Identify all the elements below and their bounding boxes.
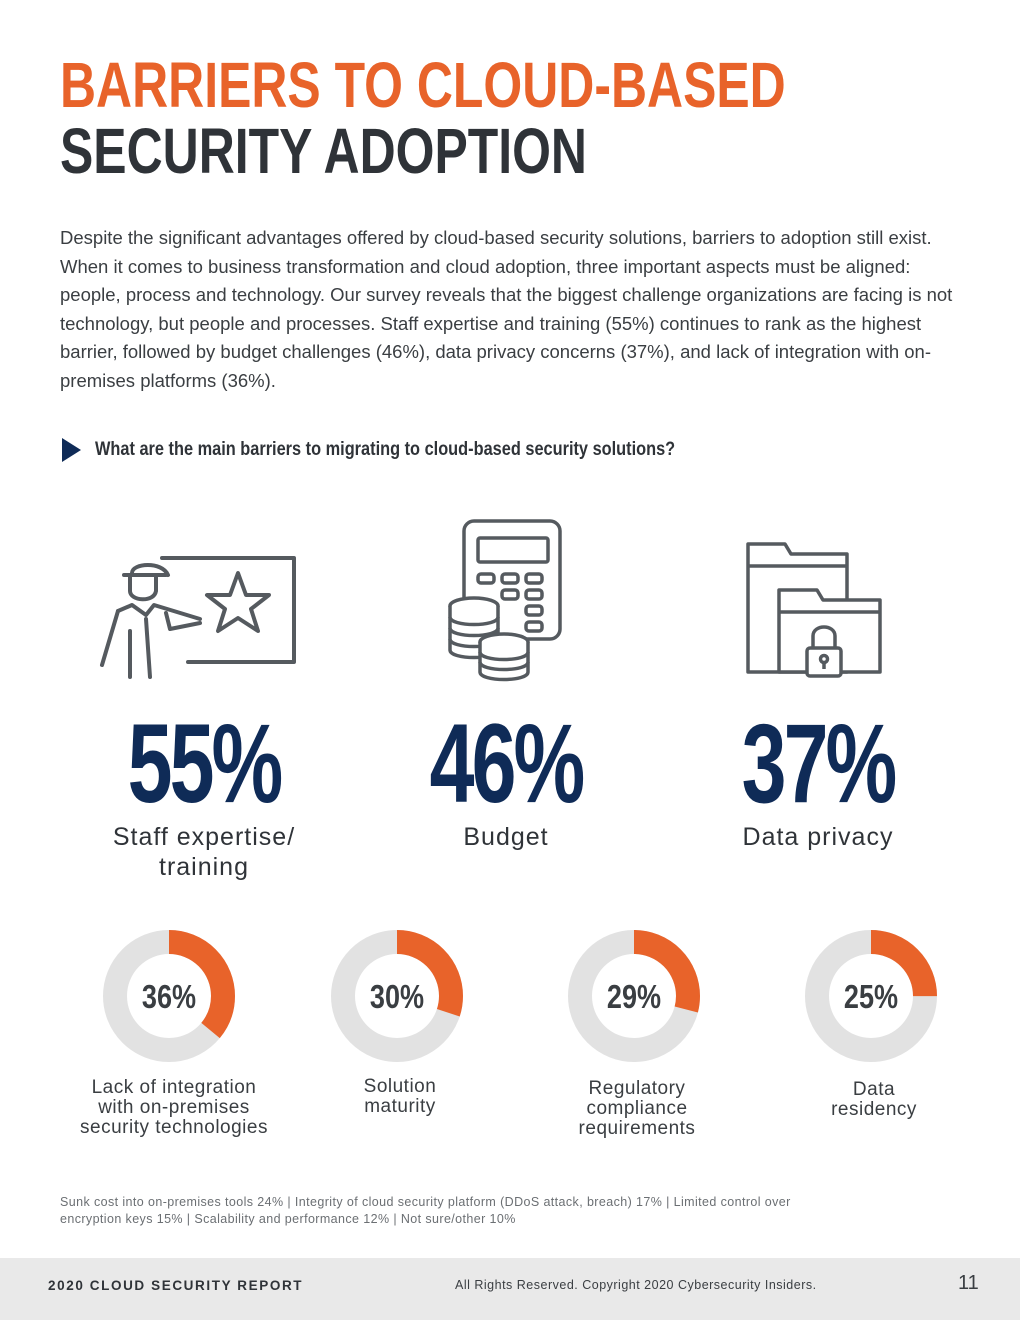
stat-value: 37%: [741, 701, 898, 826]
play-arrow-icon: [62, 438, 81, 462]
donut-value-label: 25%: [844, 980, 898, 1016]
stat-label-line: Staff expertise/: [112, 823, 296, 851]
stat-value: 55%: [127, 701, 284, 826]
page-title: BARRIERS TO CLOUD-BASED SECURITY ADOPTIO…: [60, 52, 990, 184]
page-footer: 2020 CLOUD SECURITY REPORT All Rights Re…: [0, 1258, 1020, 1320]
stat-value: 46%: [429, 701, 586, 826]
donut-value-label: 29%: [607, 980, 661, 1016]
page-number: 11: [958, 1272, 979, 1294]
donut-category-label: Regulatory compliance requirements: [517, 1079, 757, 1139]
donut-value-label: 36%: [142, 980, 196, 1016]
locked-folder-icon: [746, 542, 882, 678]
donut-category-label-line: Data: [852, 1079, 896, 1100]
donut-category-label-line: with on-premises: [98, 1097, 250, 1118]
donut-category-label: Lack of integration with on-premises secur…: [54, 1078, 294, 1138]
stat-label: Budget: [463, 823, 549, 851]
survey-question: What are the main barriers to migrating …: [62, 436, 770, 464]
stat-label: Data privacy: [742, 823, 894, 851]
donut-chart: 29%: [568, 930, 700, 1062]
footnote: Sunk cost into on-premises tools 24% | I…: [60, 1194, 960, 1228]
donut-chart: 36%: [103, 930, 235, 1062]
stat-label-line: training: [159, 853, 249, 881]
copyright: All Rights Reserved. Copyright 2020 Cybe…: [455, 1278, 817, 1292]
donut-value-label: 30%: [370, 980, 424, 1016]
donut-category-label-line: residency: [831, 1099, 917, 1120]
donut-category-label-line: Lack of integration: [91, 1077, 257, 1098]
donut-category-label: Data residency: [754, 1080, 994, 1120]
donut-category-label-line: maturity: [364, 1096, 436, 1117]
donut-category-label: Solution maturity: [280, 1077, 520, 1117]
title-line-2: SECURITY ADOPTION: [60, 115, 587, 187]
calculator-coins-icon: [448, 519, 562, 682]
footnote-line: encryption keys 15% | Scalability and pe…: [60, 1212, 516, 1226]
donut-value-arc: [568, 930, 700, 1062]
donut-category-label-line: Regulatory: [588, 1078, 686, 1099]
intro-paragraph: Despite the significant advantages offer…: [60, 227, 953, 391]
donut-category-label-line: Solution: [363, 1076, 437, 1097]
donut-category-label-line: compliance: [586, 1098, 688, 1119]
question-text: What are the main barriers to migrating …: [95, 439, 676, 460]
title-line-1: BARRIERS TO CLOUD-BASED: [60, 49, 786, 121]
stat-budget: 46% Budget: [356, 708, 656, 852]
footnote-line: Sunk cost into on-premises tools 24% | I…: [60, 1195, 791, 1209]
donut-value-arc: [103, 930, 235, 1062]
trainer-icon: [100, 556, 296, 679]
donut-chart: 25%: [805, 930, 937, 1062]
donut-value-arc: [331, 930, 463, 1062]
donut-value-arc: [805, 930, 937, 1062]
stat-label: Staff expertise/ training: [54, 822, 354, 882]
report-name: 2020 CLOUD SECURITY REPORT: [48, 1278, 304, 1293]
donut-category-label-line: security technologies: [80, 1117, 268, 1138]
stat-data-privacy: 37% Data privacy: [668, 708, 968, 852]
donut-category-label-line: requirements: [578, 1118, 696, 1139]
stat-staff-expertise: 55% Staff expertise/ training: [54, 708, 354, 882]
donut-chart: 30%: [331, 930, 463, 1062]
